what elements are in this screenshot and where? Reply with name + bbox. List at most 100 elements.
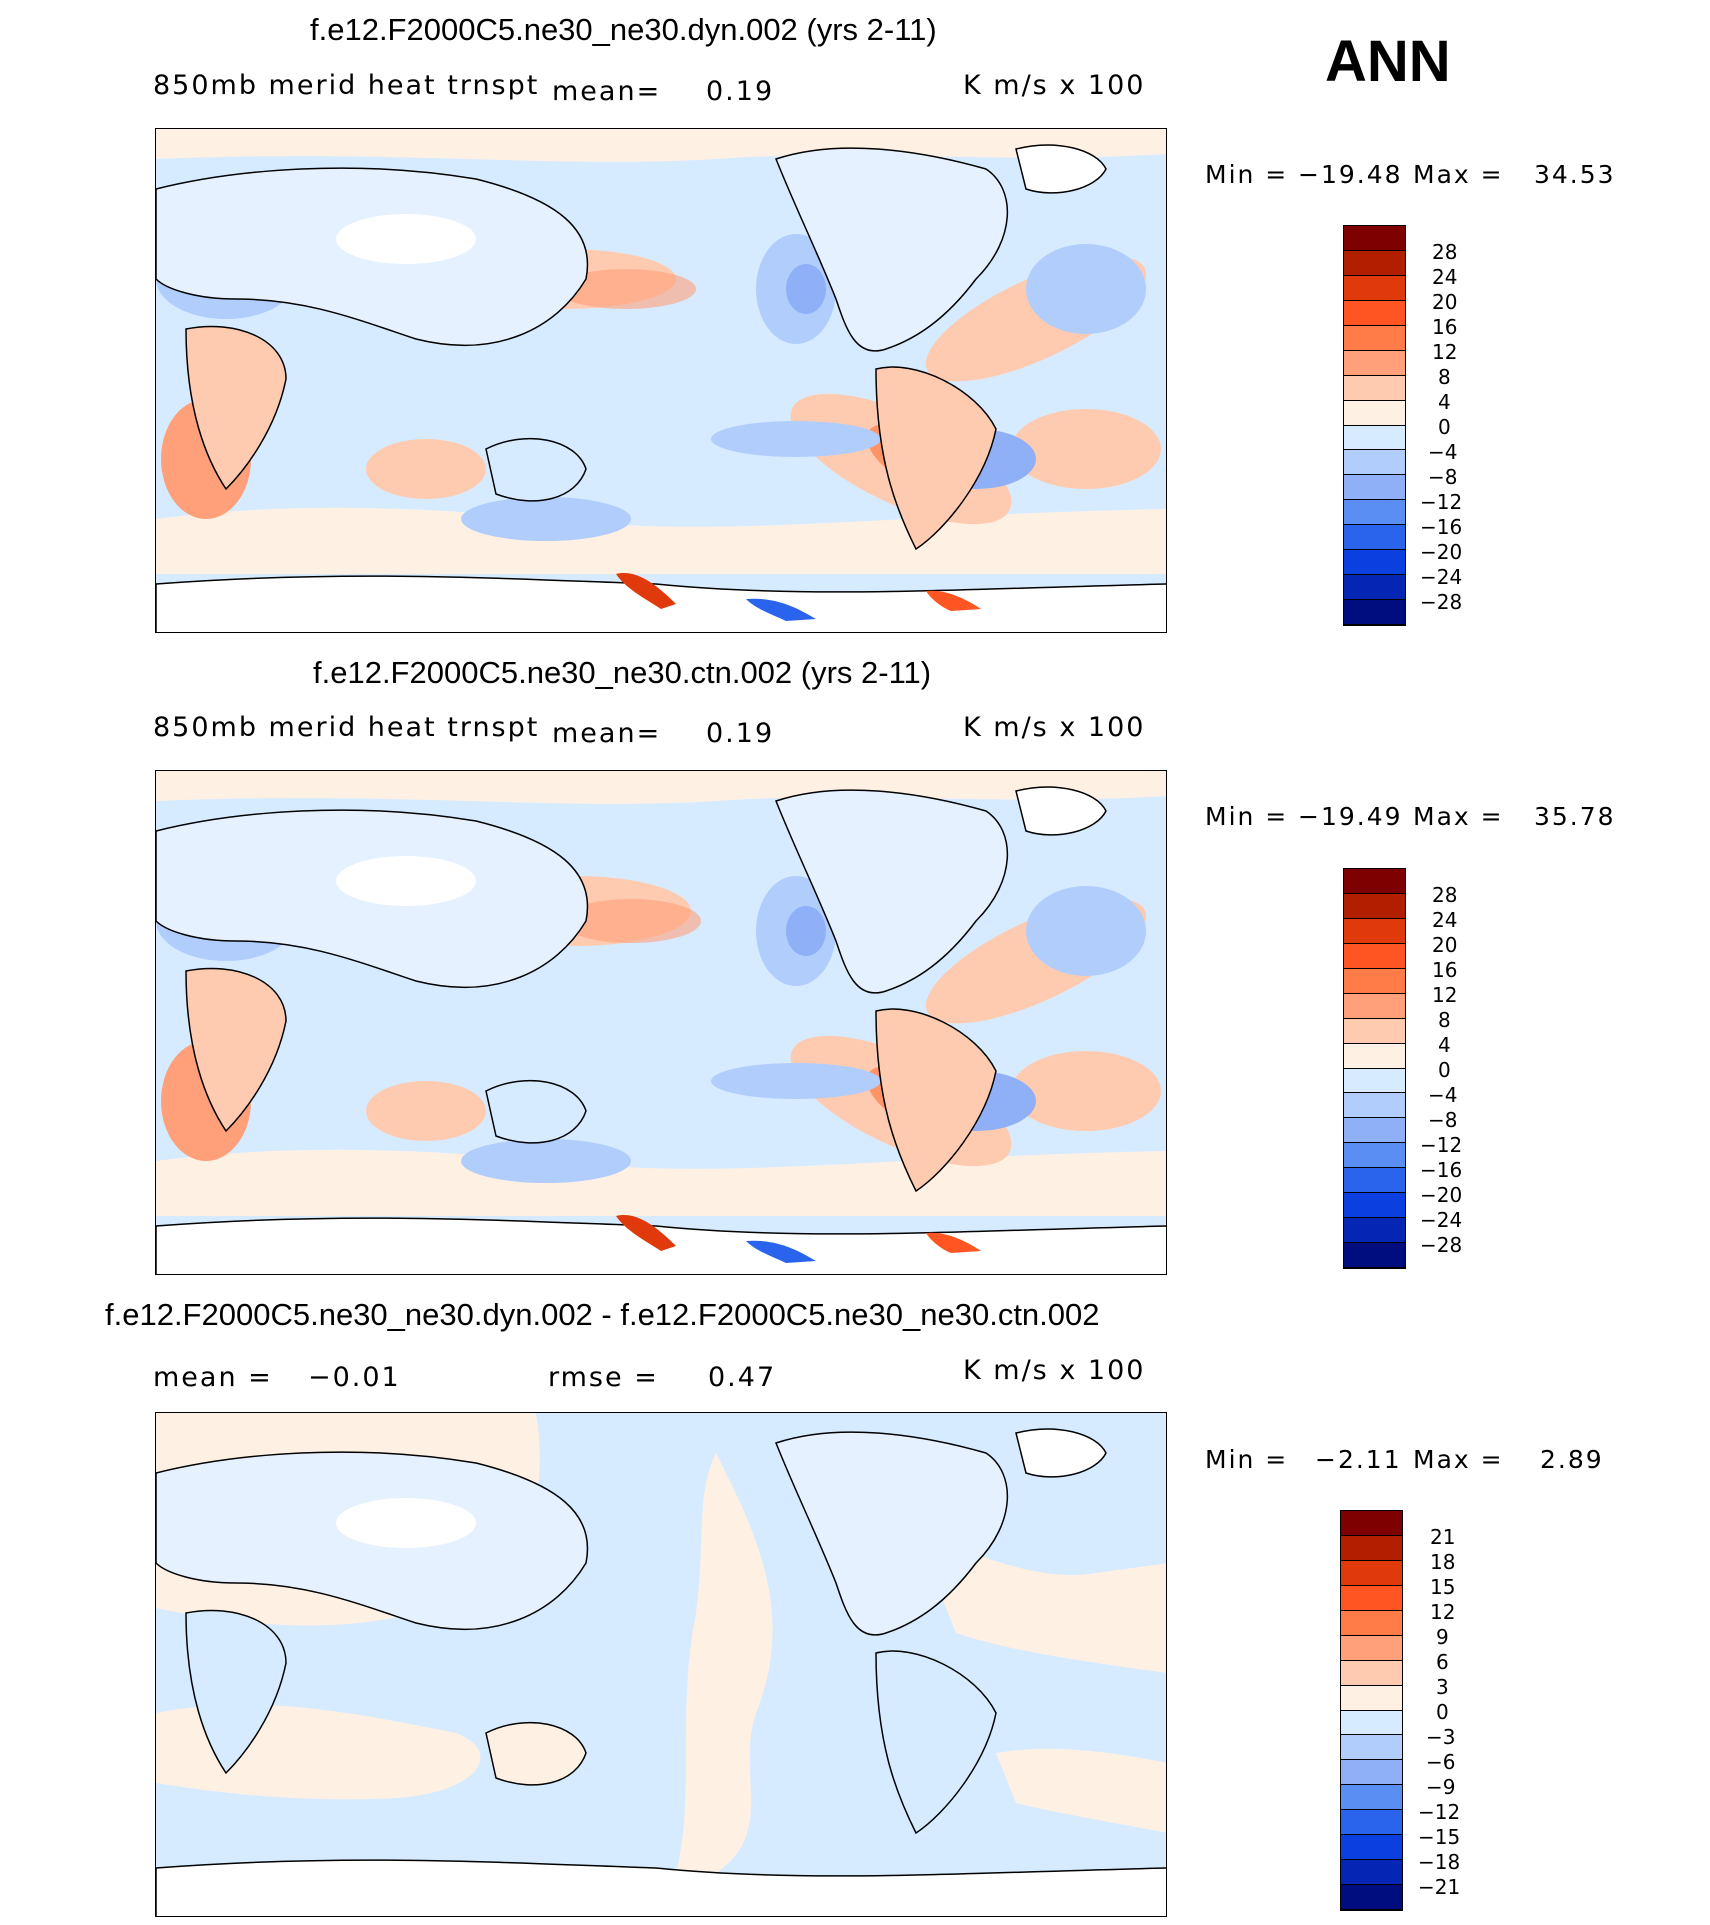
- p2-cb-label: 16: [1432, 958, 1458, 982]
- colorbar-segment: [1341, 1535, 1402, 1561]
- p2-cb-label: 8: [1438, 1008, 1451, 1032]
- colorbar-segment: [1344, 1043, 1405, 1069]
- australia: [485, 1721, 587, 1786]
- tibet-white: [336, 1498, 476, 1548]
- p2-cb-label: 12: [1432, 983, 1458, 1007]
- panel3-mean-value: −0.01: [308, 1362, 401, 1393]
- colorbar-segment: [1344, 1068, 1405, 1094]
- panel2-mean-value: 0.19: [706, 718, 775, 749]
- colorbar-segment: [1341, 1885, 1402, 1910]
- panel2-mean-label: mean=: [552, 718, 662, 749]
- tibet-white: [336, 856, 476, 906]
- p3-cb-label: −18: [1418, 1850, 1461, 1874]
- p1-cb-label: −24: [1420, 565, 1463, 589]
- africa: [185, 1609, 287, 1775]
- p3-cb-label: 21: [1430, 1525, 1456, 1549]
- ant-pos-b: [926, 1232, 981, 1253]
- diff-pos-atlantic: [916, 1533, 1166, 1673]
- panel3-mean-label: mean =: [153, 1362, 273, 1393]
- p2-cb-label: −28: [1420, 1233, 1463, 1257]
- p2-cb-label: 0: [1438, 1058, 1451, 1082]
- panel3-min-value: −2.11: [1315, 1445, 1402, 1474]
- p1-cb-label: −20: [1420, 540, 1463, 564]
- antarctica: [156, 1859, 1166, 1916]
- trop-pac-neg: [711, 1063, 881, 1099]
- indian-pos: [366, 439, 486, 499]
- panel3-map-svg: [156, 1413, 1166, 1916]
- p1-cb-label: −16: [1420, 515, 1463, 539]
- colorbar-segment: [1344, 1243, 1405, 1268]
- p3-cb-label: 12: [1430, 1600, 1456, 1624]
- panel1-title: f.e12.F2000C5.ne30_ne30.dyn.002 (yrs 2-1…: [310, 12, 937, 47]
- colorbar-segment: [1341, 1560, 1402, 1586]
- panel2-map: [155, 770, 1167, 1275]
- p2-cb-label: 20: [1432, 933, 1458, 957]
- panel1-mean-label: mean=: [552, 76, 662, 107]
- africa: [185, 325, 287, 491]
- colorbar-segment: [1341, 1810, 1402, 1836]
- south-america: [875, 1650, 997, 1835]
- australia: [485, 1079, 587, 1144]
- colorbar-segment: [1344, 575, 1405, 601]
- p2-cb-label: −4: [1428, 1083, 1458, 1107]
- p1-cb-label: 12: [1432, 340, 1458, 364]
- north-america: [775, 147, 1008, 352]
- colorbar-segment: [1344, 893, 1405, 919]
- panel3-title: f.e12.F2000C5.ne30_ne30.dyn.002 - f.e12.…: [105, 1297, 1100, 1332]
- p3-cb-label: −12: [1418, 1800, 1461, 1824]
- p1-cb-label: −12: [1420, 490, 1463, 514]
- greenland: [1015, 786, 1107, 836]
- natl-neg: [1026, 886, 1146, 976]
- colorbar-segment: [1344, 400, 1405, 426]
- p3-cb-label: 0: [1436, 1700, 1449, 1724]
- p3-cb-label: 3: [1436, 1675, 1449, 1699]
- panel2-colorbar: [1343, 868, 1406, 1269]
- p2-cb-label: 24: [1432, 908, 1458, 932]
- p1-cb-label: 0: [1438, 415, 1451, 439]
- colorbar-segment: [1341, 1610, 1402, 1636]
- p2-cb-label: −8: [1428, 1108, 1458, 1132]
- panel1-colorbar: [1343, 225, 1406, 626]
- panel2-min-value: −19.49: [1298, 802, 1403, 831]
- ant-neg: [746, 598, 816, 621]
- colorbar-segment: [1341, 1760, 1402, 1786]
- pacific-pos-b: [556, 269, 696, 309]
- south-america: [875, 366, 997, 551]
- greenland: [1015, 144, 1107, 194]
- panel1-max-label: Max =: [1413, 160, 1504, 189]
- colorbar-segment: [1344, 1168, 1405, 1194]
- panel3-min-label: Min =: [1205, 1445, 1289, 1474]
- colorbar-segment: [1344, 300, 1405, 326]
- panel1-units: K m/s x 100: [963, 70, 1146, 101]
- colorbar-segment: [1341, 1835, 1402, 1861]
- npac-neg-core: [786, 264, 826, 314]
- colorbar-segment: [1344, 525, 1405, 551]
- panel1-max-value: 34.53: [1534, 160, 1616, 189]
- panel1-min-label: Min =: [1205, 160, 1289, 189]
- colorbar-segment: [1344, 943, 1405, 969]
- indian-pos: [366, 1081, 486, 1141]
- colorbar-segment: [1344, 968, 1405, 994]
- panel2-min-label: Min =: [1205, 802, 1289, 831]
- p3-cb-label: 18: [1430, 1550, 1456, 1574]
- panel3-units: K m/s x 100: [963, 1355, 1146, 1386]
- panel1-min-value: −19.48: [1298, 160, 1403, 189]
- p2-cb-label: 4: [1438, 1033, 1451, 1057]
- panel2-title: f.e12.F2000C5.ne30_ne30.ctn.002 (yrs 2-1…: [313, 655, 932, 690]
- colorbar-segment: [1344, 869, 1405, 894]
- p2-cb-label: 28: [1432, 883, 1458, 907]
- colorbar-segment: [1341, 1635, 1402, 1661]
- p2-cb-label: −24: [1420, 1208, 1463, 1232]
- africa: [185, 967, 287, 1133]
- panel2-max-value: 35.78: [1534, 802, 1616, 831]
- colorbar-segment: [1344, 1193, 1405, 1219]
- colorbar-segment: [1344, 550, 1405, 576]
- p2-cb-label: −20: [1420, 1183, 1463, 1207]
- ant-pos-b: [926, 590, 981, 611]
- colorbar-segment: [1344, 325, 1405, 351]
- p1-cb-label: 8: [1438, 365, 1451, 389]
- npac-neg-core: [786, 906, 826, 956]
- panel3-map: [155, 1412, 1167, 1917]
- panel2-subtitle: 850mb merid heat trnspt: [153, 712, 540, 743]
- panel3-rmse-value: 0.47: [708, 1362, 777, 1393]
